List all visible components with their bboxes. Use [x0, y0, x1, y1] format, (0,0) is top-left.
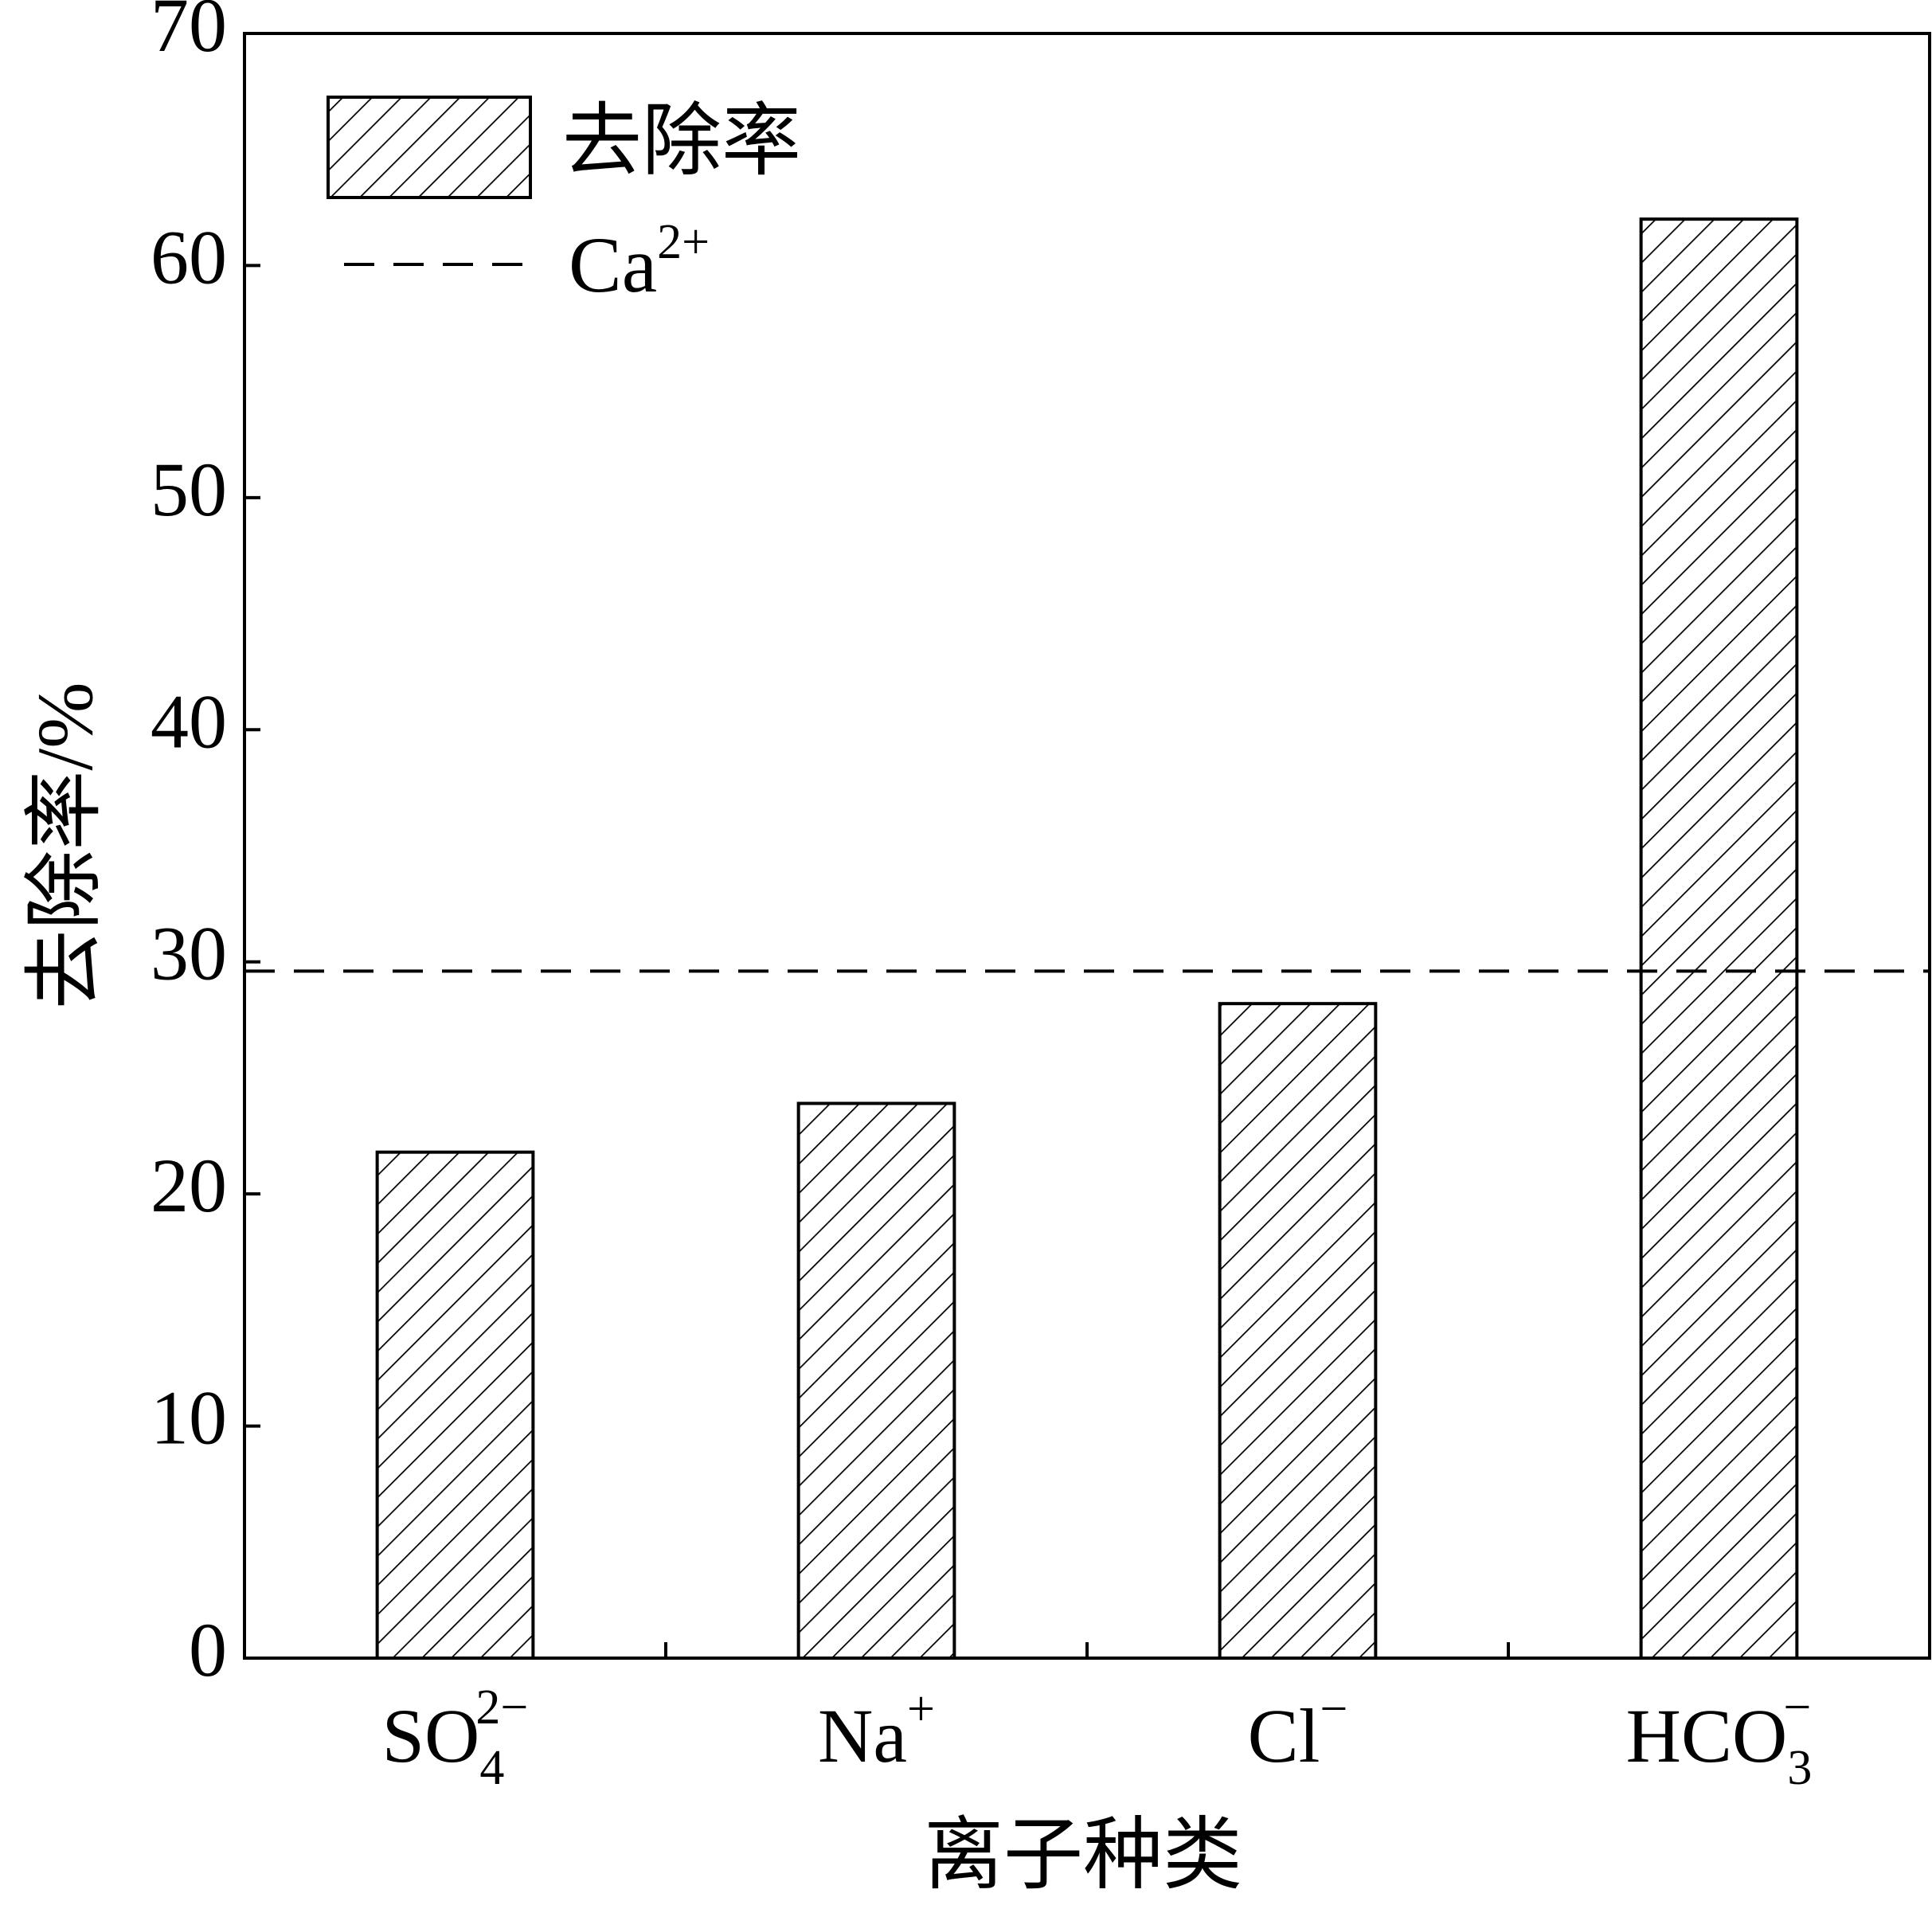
x-tick-label-base: SO: [382, 1693, 480, 1778]
bar: [796, 1101, 956, 1660]
bar: [375, 1150, 535, 1660]
legend-label-series: 去除率: [562, 97, 801, 186]
x-tick-label-base: HCO: [1626, 1693, 1788, 1778]
x-tick-label-sub: 4: [479, 1741, 504, 1795]
legend-ref-sup: 2+: [657, 215, 710, 269]
y-tick-label: 10: [151, 1375, 227, 1461]
x-tick-label-sub: 3: [1787, 1741, 1812, 1795]
x-tick-label-base: Na: [818, 1693, 907, 1778]
y-tick-label: 0: [189, 1607, 227, 1692]
y-tick-label: 30: [151, 911, 227, 996]
legend-ref-base: Ca: [569, 221, 657, 309]
x-tick-label-sup: −: [1320, 1682, 1347, 1736]
bars: [375, 217, 1799, 1661]
x-tick-label: Na+: [818, 1682, 935, 1778]
y-axis: 0 10 20 30 40 50 60 70: [151, 0, 260, 1692]
y-axis-title: 去除率/%: [21, 682, 109, 1009]
y-tick-label: 50: [151, 447, 227, 532]
bar: [1218, 1002, 1378, 1660]
y-tick-label: 70: [151, 0, 227, 68]
x-tick-label-sup: 2−: [475, 1680, 528, 1735]
legend: 去除率 Ca2+: [327, 96, 801, 309]
y-tick-label: 20: [151, 1143, 227, 1228]
bar: [1639, 217, 1799, 1661]
legend-swatch-hatched: [327, 96, 532, 199]
y-tick-label: 60: [151, 214, 227, 299]
x-tick-label: HCO3 −: [1626, 1680, 1813, 1795]
x-axis: SO42− Na+ Cl− HCO3−: [382, 1642, 1813, 1795]
x-axis-title: 离子种类: [924, 1811, 1242, 1899]
legend-label-reference: Ca2+: [569, 215, 710, 309]
x-tick-label: Cl−: [1248, 1682, 1348, 1778]
x-tick-label-sup: −: [1783, 1680, 1811, 1735]
x-tick-label-base: Cl: [1248, 1693, 1320, 1778]
x-tick-label-sup: +: [907, 1682, 935, 1736]
y-tick-label: 40: [151, 679, 227, 764]
x-tick-label: SO4 2−: [382, 1680, 529, 1795]
